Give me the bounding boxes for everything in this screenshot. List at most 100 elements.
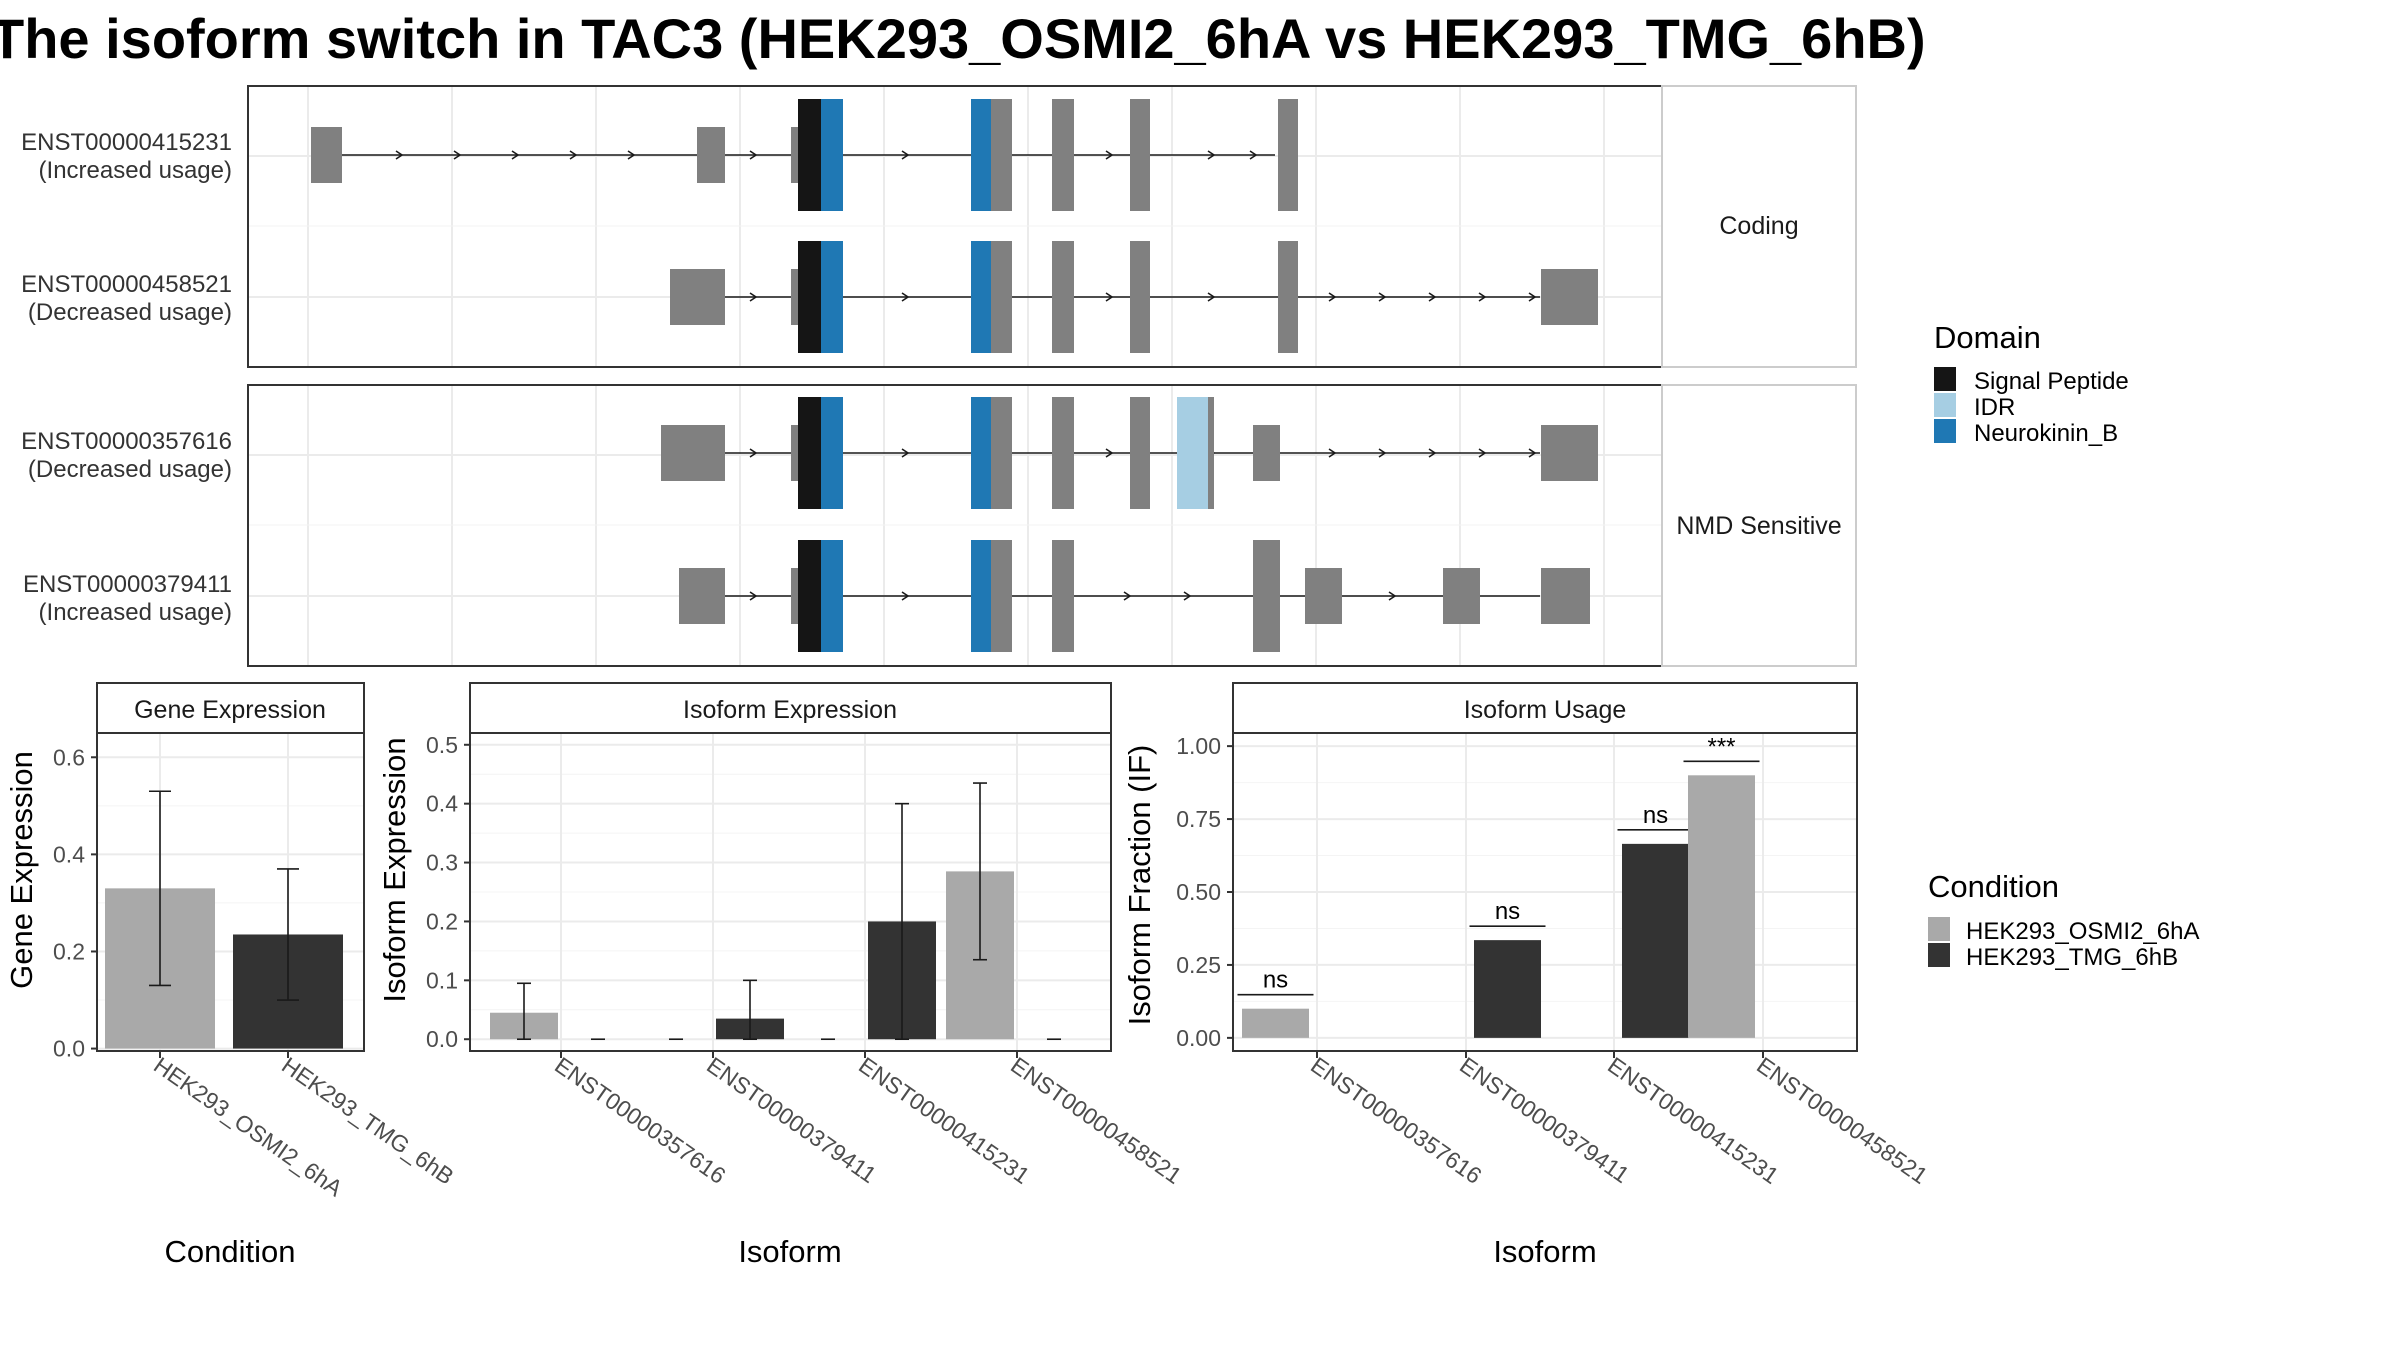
exon-block: [1443, 568, 1480, 624]
intron-arrow: [1378, 448, 1387, 458]
usage-label-enst00000458521: (Decreased usage): [28, 299, 232, 326]
isoform-structure-panel: Coding NMD Sensitive ENST00000415231 (In…: [21, 85, 1857, 667]
exon-block: [791, 127, 798, 183]
legend-swatch-idr: [1934, 393, 1956, 417]
intron-arrow: [627, 150, 636, 160]
legend-swatch-signal-peptide: [1934, 367, 1956, 391]
gene-expression-y-tick-label: 0.0: [53, 1036, 85, 1062]
intron-arrow: [453, 150, 462, 160]
exon-block: [1052, 397, 1074, 509]
isoform-expression-y-title: Isoform Expression: [377, 737, 412, 1002]
exon-block: [1130, 241, 1150, 353]
exon-block: [679, 568, 725, 624]
isoform-usage-significance-label: ns: [1495, 898, 1520, 925]
intron-arrow: [1378, 292, 1387, 302]
transcript-enst00000379411: [679, 540, 1590, 652]
isoform-usage-strip-title: Isoform Usage: [1464, 696, 1627, 724]
gene-expression-x-title: Condition: [165, 1234, 296, 1269]
transcript-enst00000458521: [670, 241, 1598, 353]
isoform-expression-y-tick-label: 0.4: [426, 791, 458, 817]
intron-arrow: [749, 591, 758, 601]
intron-arrow: [1528, 292, 1537, 302]
idr-domain: [1177, 397, 1208, 509]
isoform-usage-bar: [1688, 775, 1755, 1038]
isoform-usage-y-title: Isoform Fraction (IF): [1122, 745, 1157, 1026]
isoform-usage-y-tick-label: 0.75: [1176, 806, 1221, 832]
exon-block: [991, 99, 1012, 211]
transcript-enst00000415231: [311, 99, 1298, 211]
intron-arrow: [1528, 448, 1537, 458]
isoform-usage-y-tick-label: 1.00: [1176, 733, 1221, 759]
isoform-usage-panel-border: [1232, 732, 1858, 1052]
legend-swatch-osmi: [1928, 917, 1950, 941]
exon-block: [1052, 540, 1074, 652]
usage-label-enst00000357616: (Decreased usage): [28, 456, 232, 483]
exon-block: [1130, 397, 1150, 509]
exon-block: [661, 425, 725, 481]
isoform-label-enst00000379411: ENST00000379411: [23, 571, 232, 598]
signal-peptide-domain: [798, 241, 821, 353]
intron-arrow: [1428, 292, 1437, 302]
intron-arrow: [749, 292, 758, 302]
gene-expression-y-tick-label: 0.4: [53, 841, 85, 867]
intron-arrow: [749, 448, 758, 458]
exon-block: [1278, 99, 1298, 211]
exon-block: [1052, 99, 1074, 211]
exon-block: [1253, 540, 1280, 652]
transcript-tracks: [311, 99, 1598, 652]
gene-expression-panel-border: [96, 732, 365, 1052]
usage-label-enst00000415231: (Increased usage): [39, 157, 232, 184]
neurokinin-b-domain: [821, 540, 843, 652]
neurokinin-b-domain: [821, 99, 843, 211]
gene-expression-y-tick-label: 0.2: [53, 938, 85, 964]
isoform-usage-x-title: Isoform: [1493, 1234, 1596, 1269]
gene-expression-y-title: Gene Expression: [4, 751, 39, 989]
intron-arrow: [1105, 150, 1114, 160]
exon-block: [1208, 397, 1214, 509]
isoform-usage-bar: [1242, 1008, 1309, 1038]
legend-label-signal-peptide: Signal Peptide: [1974, 368, 2129, 395]
isoform-expression-y-tick-label: 0.2: [426, 908, 458, 934]
isoform-expression-y-tick-label: 0.3: [426, 850, 458, 876]
exon-block: [791, 568, 798, 624]
legend-swatch-tmg: [1928, 943, 1950, 967]
signal-peptide-domain: [798, 540, 821, 652]
gene-expression-y-tick-label: 0.6: [53, 744, 85, 770]
legend-label-tmg: HEK293_TMG_6hB: [1966, 944, 2178, 971]
exon-block: [1541, 425, 1598, 481]
isoform-usage-y-tick-label: 0.50: [1176, 879, 1221, 905]
intron-arrow: [1105, 292, 1114, 302]
transcript-enst00000357616: [661, 397, 1598, 509]
intron-arrow: [1328, 448, 1337, 458]
isoform-expression-panel-border: [469, 732, 1112, 1052]
intron-arrow: [1478, 292, 1487, 302]
legend-swatch-neurokinin-b: [1934, 419, 1956, 443]
domain-legend-title: Domain: [1934, 320, 2041, 355]
exon-block: [1305, 568, 1342, 624]
intron-arrow: [511, 150, 520, 160]
isoform-usage-y-tick-label: 0.25: [1176, 952, 1221, 978]
exon-block: [1278, 241, 1298, 353]
intron-arrow: [1388, 591, 1397, 601]
neurokinin-b-domain: [971, 241, 991, 353]
intron-arrow: [1207, 150, 1216, 160]
exon-block: [1130, 99, 1150, 211]
exon-block: [1541, 269, 1598, 325]
isoform-expression-strip-title: Isoform Expression: [683, 696, 897, 724]
intron-arrow: [1207, 292, 1216, 302]
exon-block: [991, 241, 1012, 353]
gene-expression-strip-title: Gene Expression: [134, 696, 326, 724]
isoform-usage-y-tick-label: 0.00: [1176, 1025, 1221, 1051]
neurokinin-b-domain: [971, 540, 991, 652]
signal-peptide-domain: [798, 99, 821, 211]
intron-arrow: [749, 150, 758, 160]
intron-arrow: [901, 150, 910, 160]
intron-arrow: [1428, 448, 1437, 458]
isoform-label-enst00000415231: ENST00000415231: [21, 129, 232, 156]
neurokinin-b-domain: [821, 397, 843, 509]
strip-label-nmd-sensitive: NMD Sensitive: [1676, 512, 1841, 540]
coding-strip: [1661, 85, 1857, 368]
intron-arrow: [569, 150, 578, 160]
intron-arrow: [1478, 448, 1487, 458]
exon-block: [311, 127, 342, 183]
